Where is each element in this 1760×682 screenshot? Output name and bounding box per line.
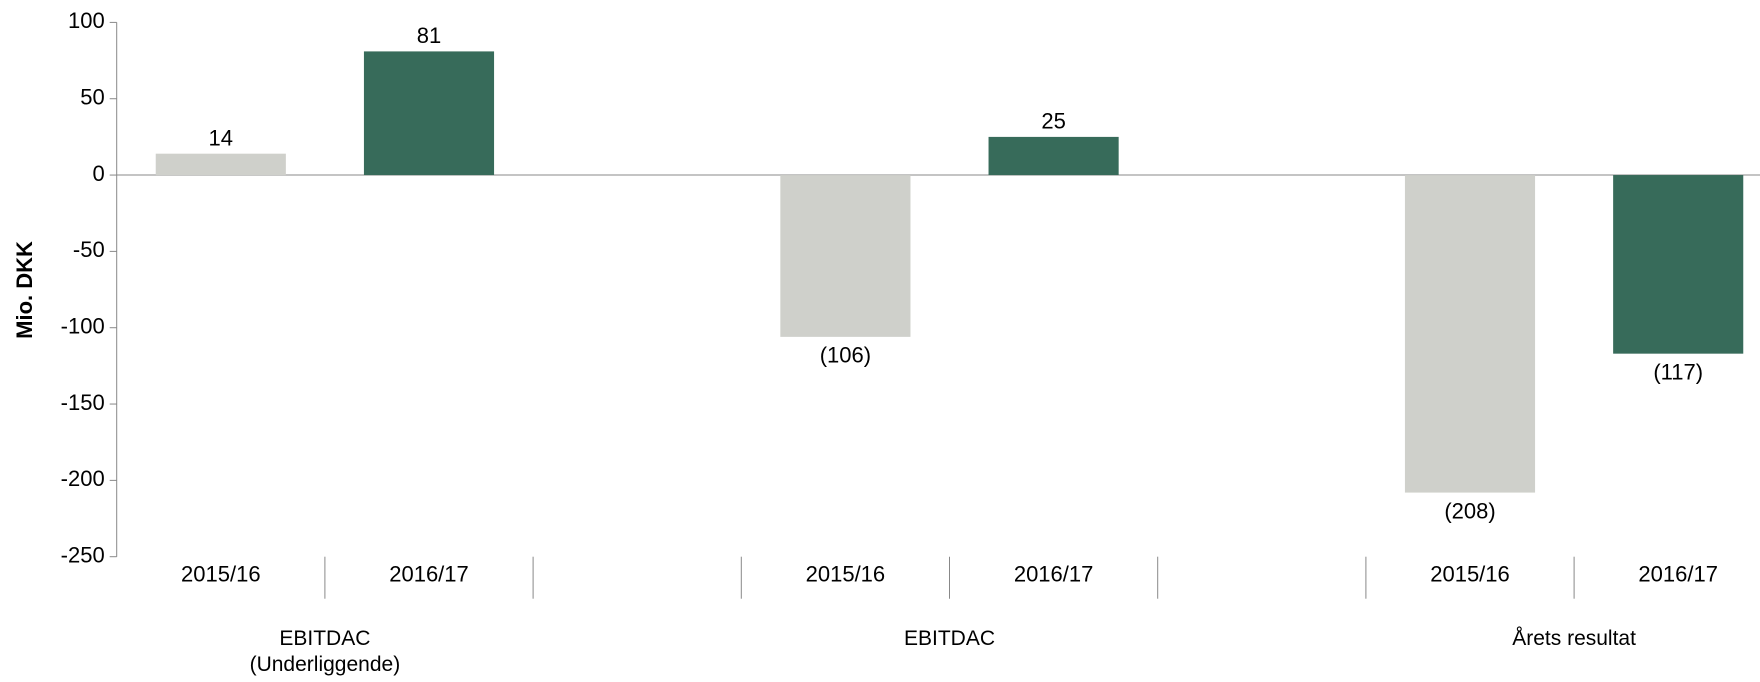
y-tick-label: 50 <box>80 85 104 110</box>
y-tick-label: 100 <box>68 8 105 33</box>
bar <box>1404 175 1536 493</box>
y-tick-label: -150 <box>61 390 105 415</box>
x-tick-label: 2015/16 <box>806 562 886 587</box>
value-label: (106) <box>820 343 871 368</box>
bar <box>1613 175 1744 354</box>
category-label: Årets resultat <box>1512 627 1636 650</box>
y-tick-label: -200 <box>61 466 105 491</box>
bar <box>780 175 911 337</box>
x-tick-label: 2015/16 <box>181 562 261 587</box>
value-label: (208) <box>1444 498 1495 523</box>
value-label: 25 <box>1041 109 1065 134</box>
x-tick-label: 2016/17 <box>389 562 469 587</box>
value-label: 14 <box>209 125 233 150</box>
x-tick-label: 2015/16 <box>1430 562 1510 587</box>
y-tick-label: -100 <box>61 314 105 339</box>
y-tick-label: -250 <box>61 543 105 568</box>
bar <box>155 153 286 176</box>
category-label: EBITDAC <box>903 627 995 650</box>
value-label: 81 <box>417 23 441 48</box>
bar <box>363 51 495 176</box>
y-axis-title: Mio. DKK <box>12 241 37 339</box>
x-tick-label: 2016/17 <box>1638 562 1718 587</box>
y-tick-label: 0 <box>92 161 104 186</box>
value-label: (117) <box>1653 359 1703 384</box>
x-tick-label: 2016/17 <box>1014 562 1094 587</box>
category-label: EBITDAC (Underliggende) <box>249 627 401 676</box>
bar <box>988 136 1119 176</box>
y-tick-label: -50 <box>73 237 105 262</box>
